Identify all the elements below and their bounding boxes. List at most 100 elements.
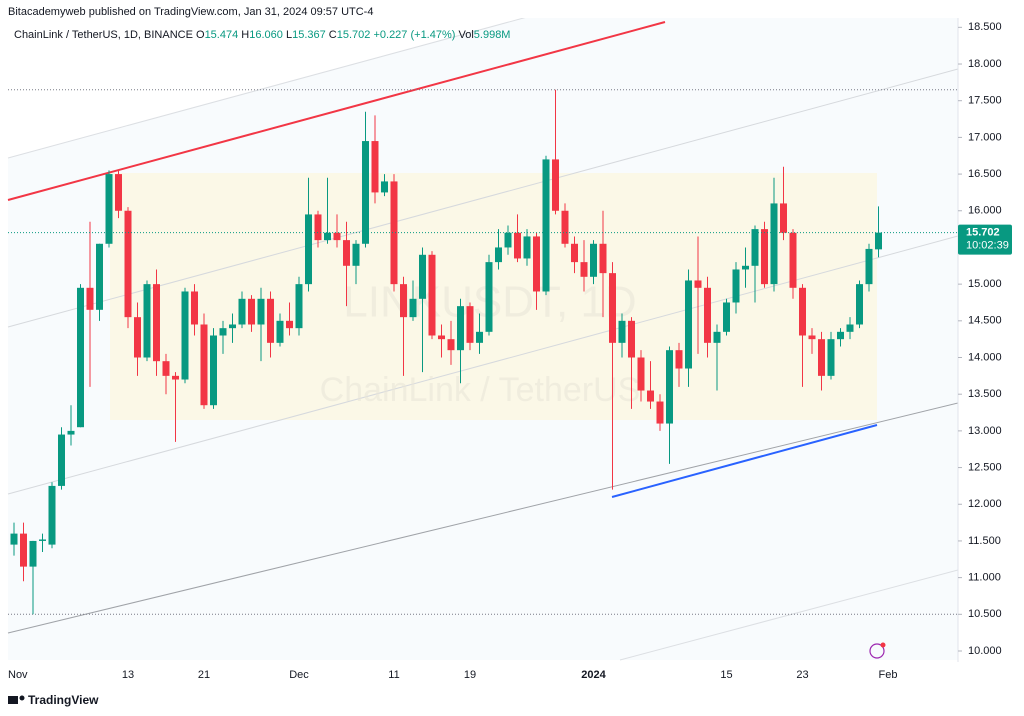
x-tick-label: Nov — [8, 669, 28, 681]
watermark-name: ChainLink / TetherUS — [320, 371, 641, 409]
candle-body — [656, 401, 664, 424]
candle-body — [808, 335, 816, 340]
candle-body — [248, 298, 255, 325]
candle-body — [86, 287, 94, 310]
candle-body — [875, 232, 882, 250]
candle-body — [561, 210, 569, 244]
candle-body — [96, 243, 103, 310]
candle-body — [324, 232, 331, 241]
legend: ChainLink / TetherUS, 1D, BINANCE O15.47… — [14, 29, 510, 41]
channel-line — [7, 18, 526, 159]
candle-body — [362, 141, 369, 244]
legend-value: 15.702 — [337, 29, 371, 41]
candle-body — [542, 159, 550, 292]
x-tick-label: 15 — [720, 669, 732, 681]
candle-body — [143, 284, 151, 358]
y-tick-label: 18.000 — [968, 58, 1002, 70]
candle-body — [381, 181, 388, 193]
candle-body — [466, 306, 474, 343]
y-tick-label: 10.500 — [968, 608, 1002, 620]
candle-body — [105, 174, 113, 244]
legend-key: O — [196, 29, 205, 41]
candle-body — [219, 328, 227, 336]
channel-line — [7, 68, 958, 328]
candle-body — [818, 339, 825, 376]
y-tick-label: 12.000 — [968, 498, 1002, 510]
x-tick-label: Dec — [289, 669, 309, 681]
y-tick-label: 17.000 — [968, 131, 1002, 143]
candle-body — [637, 357, 645, 391]
legend-key: Vol — [458, 29, 473, 41]
candle-body — [267, 298, 274, 343]
candle-body — [761, 229, 768, 285]
legend-symbol: ChainLink / TetherUS, 1D, BINANCE — [14, 29, 193, 41]
candle-body — [799, 287, 806, 336]
candle-body — [723, 302, 730, 332]
price-tag-value: 15.702 — [966, 227, 1000, 239]
candle-body — [552, 159, 559, 211]
candle-body — [447, 339, 455, 351]
y-tick-label: 12.500 — [968, 461, 1002, 473]
candle-body — [58, 434, 65, 486]
candle-body — [504, 232, 512, 248]
y-tick-label: 14.000 — [968, 351, 1002, 363]
candle-body — [751, 229, 759, 266]
candle-body — [438, 335, 445, 340]
candle-body — [609, 273, 616, 343]
candle-body — [390, 181, 398, 285]
candle-body — [675, 350, 683, 369]
candle-body — [837, 331, 844, 340]
channel-line — [7, 402, 958, 634]
candle-body — [770, 203, 778, 285]
candle-body — [694, 280, 702, 288]
y-tick-label: 14.500 — [968, 315, 1002, 327]
channel-line — [619, 569, 958, 661]
support-line — [611, 424, 878, 498]
x-tick-label: Feb — [879, 669, 898, 681]
candle-body — [647, 390, 654, 402]
candle-body — [732, 269, 740, 303]
candle-body — [162, 361, 170, 376]
candle-body — [48, 485, 56, 545]
channel-line — [7, 235, 958, 495]
candle-body — [409, 298, 417, 318]
candle-body — [618, 320, 626, 343]
legend-key: L — [286, 29, 292, 41]
candle-body — [533, 236, 540, 292]
candle-body — [590, 243, 597, 277]
x-tick-label: 23 — [796, 669, 808, 681]
legend-value: 15.474 — [205, 29, 239, 41]
candle-body — [153, 284, 160, 362]
marks — [8, 89, 958, 615]
x-tick-label: 19 — [464, 669, 476, 681]
candle-body — [827, 339, 835, 376]
legend-value: 15.367 — [292, 29, 326, 41]
candle-body — [210, 335, 217, 406]
header: Bitacademyweb published on TradingView.c… — [8, 6, 373, 18]
candle-body — [124, 210, 132, 318]
candle-body — [419, 254, 426, 299]
y-tick-label: 10.000 — [968, 645, 1002, 657]
candle-body — [780, 203, 787, 233]
candle-body — [514, 232, 521, 259]
x-tick-label: 13 — [122, 669, 134, 681]
legend-key: H — [241, 29, 249, 41]
footer-brand: TradingView — [28, 693, 99, 707]
candle-body — [276, 320, 284, 343]
candle-body — [10, 533, 18, 545]
y-tick-label: 17.500 — [968, 95, 1002, 107]
candle-body — [599, 243, 607, 274]
candle-body — [200, 324, 208, 406]
candle-body — [713, 331, 721, 343]
candle-body — [343, 240, 350, 266]
candle-body — [257, 298, 265, 325]
price-tag — [958, 224, 1012, 255]
candle-body — [571, 243, 578, 263]
y-tick-label: 15.000 — [968, 278, 1002, 290]
candle-body — [495, 247, 502, 263]
candle-body — [846, 324, 854, 332]
candle-body — [685, 280, 692, 369]
footer-logo: TradingView — [8, 693, 99, 707]
candle-body — [314, 214, 322, 241]
